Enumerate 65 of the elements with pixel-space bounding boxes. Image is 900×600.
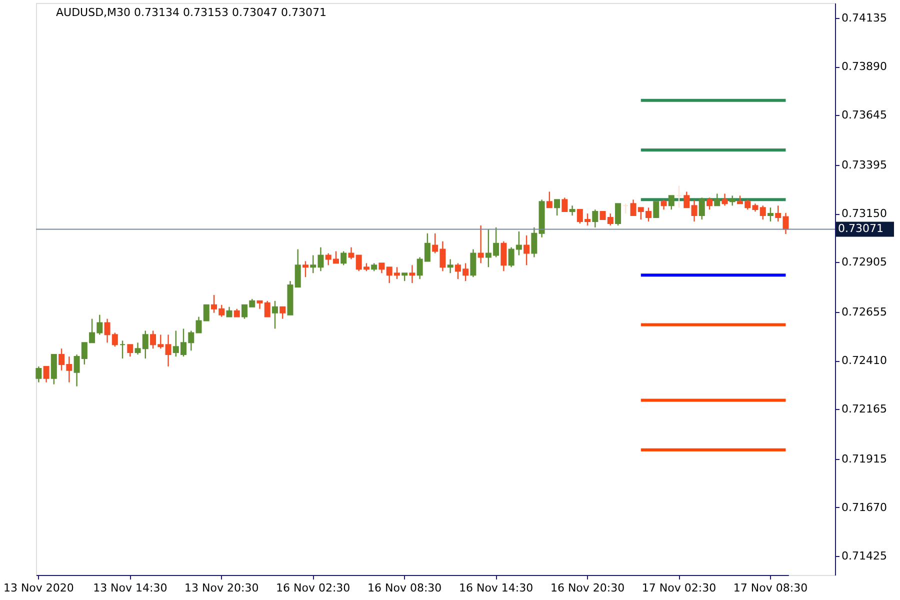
candlestick (447, 258, 454, 274)
candlestick (660, 199, 667, 210)
candlestick (50, 354, 57, 385)
candlestick (691, 199, 698, 222)
candlestick (470, 248, 476, 278)
candlestick (722, 193, 728, 206)
candlestick (478, 224, 484, 264)
candlestick (340, 250, 347, 266)
candlestick (524, 234, 530, 266)
candlestick (280, 306, 286, 320)
y-tick-label: 0.71915 (842, 452, 887, 466)
x-tick-label: 16 Nov 08:30 (367, 582, 442, 594)
y-tick-label: 0.72410 (842, 354, 887, 367)
candlestick (714, 193, 720, 206)
candlestick (546, 191, 552, 208)
x-tick-label: 16 Nov 20:30 (550, 582, 625, 594)
candlestick (760, 204, 766, 220)
candlestick (554, 199, 560, 216)
candlestick (729, 195, 736, 206)
candlestick (592, 208, 598, 228)
candlestick (676, 185, 682, 208)
candlestick (531, 226, 538, 258)
x-tick-label: 13 Nov 20:30 (184, 582, 259, 594)
chart-title: AUDUSD,M30 0.73134 0.73153 0.73047 0.73071 (56, 6, 326, 19)
y-tick-label: 0.73890 (842, 60, 887, 74)
candlestick (36, 366, 42, 383)
y-tick-label: 0.72905 (842, 256, 887, 269)
y-tick-label: 0.73645 (842, 108, 887, 122)
candlestick (409, 264, 416, 284)
candlestick (698, 197, 705, 220)
candlestick (165, 334, 172, 368)
x-tick-label: 16 Nov 02:30 (276, 582, 350, 594)
x-tick-label: 17 Nov 02:30 (642, 582, 716, 594)
candlestick (569, 204, 576, 216)
candlestick (348, 246, 354, 260)
candlestick (767, 206, 774, 222)
x-tick-label: 13 Nov 2020 (3, 582, 74, 594)
candlestick (378, 262, 385, 274)
candlestick (120, 340, 126, 360)
y-tick-label: 0.71425 (842, 550, 887, 563)
candlestick (653, 201, 660, 218)
y-tick-label: 0.71670 (842, 500, 887, 514)
y-tick-label: 0.73150 (842, 207, 887, 220)
candlestick (294, 248, 301, 288)
y-tick-label: 0.72655 (842, 305, 887, 318)
candlestick (43, 366, 50, 383)
x-tick-label: 17 Nov 08:30 (733, 582, 808, 594)
candlestick (668, 195, 674, 210)
candlestick (264, 300, 270, 318)
candlestick (615, 202, 622, 226)
y-tick-label: 0.73395 (842, 158, 887, 172)
candlestick (127, 344, 134, 358)
candlestick (500, 240, 507, 272)
y-tick-label: 0.72165 (842, 402, 887, 416)
candlestick (302, 260, 308, 278)
candlestick (684, 191, 690, 208)
x-tick-label: 13 Nov 14:30 (93, 582, 168, 594)
candlestick (562, 197, 568, 212)
ref-line-label: 0.73071 (838, 222, 884, 236)
x-tick-label: 16 Nov 14:30 (458, 582, 534, 594)
candlestick (272, 300, 278, 330)
candlestick (226, 306, 232, 318)
candlestick (706, 197, 712, 210)
y-tick-label: 0.74135 (842, 11, 887, 24)
candlestick (622, 202, 629, 214)
